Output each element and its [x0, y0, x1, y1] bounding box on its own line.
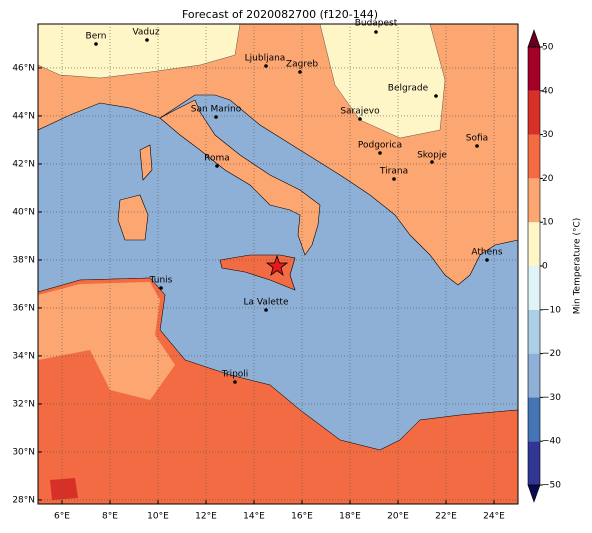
star-marker	[265, 254, 289, 277]
title: Forecast of 2020082700 (f120-144)	[182, 8, 378, 21]
city-label: Skopje	[417, 151, 447, 161]
corsica	[139, 144, 153, 181]
cold-balkans	[319, 24, 446, 139]
sardinia	[117, 194, 149, 241]
colorbar-tick-label: 30	[542, 130, 554, 140]
y-tick-label: 28°N	[12, 495, 35, 505]
colorbar-tick-label: −20	[542, 349, 561, 359]
colorbar-tick-label: 10	[542, 218, 554, 228]
city-label: Tunis	[149, 276, 173, 286]
x-tick-label: 16°E	[291, 512, 313, 522]
colorbar-level	[528, 397, 540, 442]
y-tick-label: 38°N	[12, 255, 35, 265]
colorbar-label: Min Temperature (°C)	[573, 218, 583, 315]
y-tick-label: 30°N	[12, 447, 35, 457]
colorbar-level	[528, 47, 540, 91]
cities: Bern Vaduz Budapest Ljubljana Zagreb Bel…	[86, 19, 503, 384]
y-tick-label: 42°N	[12, 159, 35, 169]
cold-north	[38, 24, 241, 79]
x-tick-label: 14°E	[243, 512, 265, 522]
colorbar-level	[528, 178, 540, 223]
colorbar-level	[528, 353, 540, 398]
colorbar-extend-low	[527, 484, 541, 503]
city-label: Zagreb	[286, 60, 318, 70]
colorbar-tick-label: 40	[542, 86, 554, 96]
x-tick-label: 10°E	[147, 512, 169, 522]
y-tick-label: 36°N	[12, 303, 35, 313]
colorbar: −50 −40 −30 −20 −10 0 10 20 30 40 50	[527, 29, 561, 503]
city-label: Podgorica	[358, 141, 402, 151]
city-label: Budapest	[355, 19, 398, 29]
colorbar-level	[528, 90, 540, 135]
colorbar-level	[528, 222, 540, 266]
city-label: Sofia	[466, 134, 488, 144]
city-label: Roma	[204, 154, 230, 164]
colorbar-tick-label: −40	[542, 437, 561, 447]
colorbar-level	[528, 309, 540, 354]
y-tick-label: 46°N	[12, 63, 35, 73]
colorbar-tick-label: 0	[542, 262, 548, 272]
city-label: Athens	[471, 248, 502, 258]
colorbar-tick-label: −10	[542, 305, 561, 315]
x-tick-label: 6°E	[54, 512, 70, 522]
africa-hot	[50, 478, 78, 500]
colorbar-level	[528, 441, 540, 485]
city-label: Bern	[86, 32, 107, 42]
x-tick-label: 12°E	[195, 512, 217, 522]
colorbar-extend-high	[527, 29, 541, 48]
y-tick-label: 44°N	[12, 111, 35, 121]
y-tick-label: 40°N	[12, 207, 35, 217]
x-tick-label: 18°E	[339, 512, 361, 522]
city-label: Ljubljana	[245, 54, 286, 64]
colorbar-tick-label: 20	[542, 174, 554, 184]
x-tick-label: 22°E	[435, 512, 457, 522]
colorbar-tick-label: 50	[542, 43, 554, 53]
x-tick-label: 8°E	[102, 512, 118, 522]
x-tick-label: 24°E	[483, 512, 505, 522]
colorbar-tick-label: −50	[542, 481, 561, 491]
africa-mild	[38, 282, 175, 400]
city-label: Vaduz	[132, 28, 159, 38]
map-frame	[37, 23, 519, 505]
x-tick-label: 20°E	[387, 512, 409, 522]
y-tick-label: 34°N	[12, 351, 35, 361]
city-label: Sarajevo	[340, 107, 380, 117]
city-label: San Marino	[191, 105, 242, 115]
city-label: Tirana	[379, 167, 408, 177]
colorbar-tick-label: −30	[542, 393, 561, 403]
colorbar-level	[528, 134, 540, 179]
italy	[159, 99, 321, 256]
colorbar-level	[528, 266, 540, 310]
y-tick-label: 32°N	[12, 399, 35, 409]
city-label: Belgrade	[388, 84, 429, 94]
city-label: Tripoli	[221, 370, 249, 380]
city-label: La Valette	[244, 298, 289, 308]
